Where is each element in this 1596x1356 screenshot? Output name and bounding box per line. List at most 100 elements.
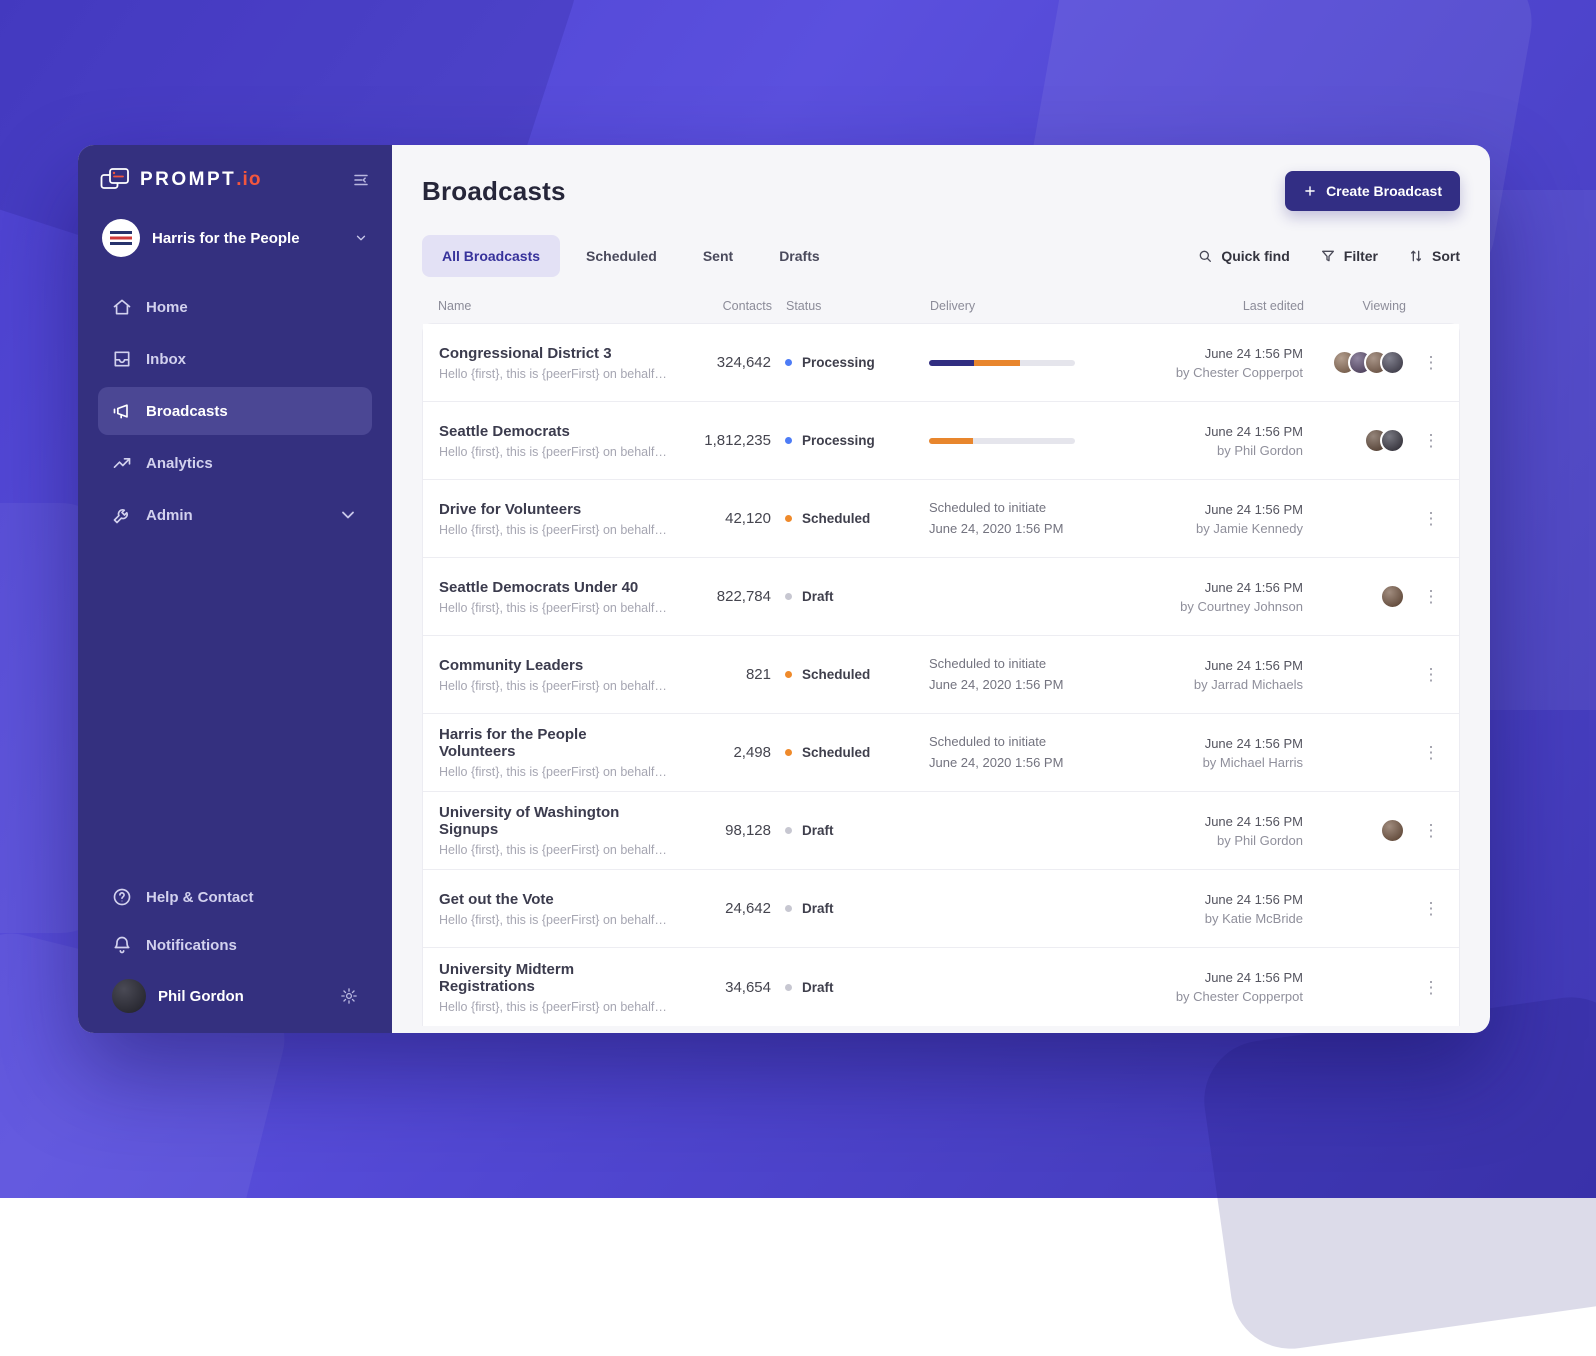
brand-suffix: .io <box>236 169 262 190</box>
bell-icon <box>112 935 132 955</box>
sidebar-item-home[interactable]: Home <box>98 283 372 331</box>
viewer-avatar <box>1380 818 1405 843</box>
progress-segment <box>929 437 973 444</box>
broadcast-rows: Congressional District 3 Hello {first}, t… <box>422 323 1460 1026</box>
sort-icon <box>1408 248 1424 264</box>
status-cell: Processing <box>785 355 915 370</box>
broadcast-row[interactable]: Congressional District 3 Hello {first}, t… <box>423 324 1459 402</box>
sidebar-collapse-icon[interactable] <box>352 171 370 189</box>
user-name: Phil Gordon <box>158 987 244 1005</box>
contacts-count: 98,128 <box>725 822 771 839</box>
filter-label: Filter <box>1343 248 1378 264</box>
row-menu-button[interactable]: ⋮ <box>1417 898 1446 919</box>
delivery-progress-bar <box>929 437 1075 444</box>
broadcast-row[interactable]: Seattle Democrats Hello {first}, this is … <box>423 402 1459 480</box>
row-actions-cell: ⋮ <box>1419 352 1443 373</box>
status-cell: Scheduled <box>785 511 915 526</box>
tab-scheduled[interactable]: Scheduled <box>566 235 677 277</box>
viewing-cell <box>1317 818 1405 843</box>
row-actions-cell: ⋮ <box>1419 742 1443 763</box>
edited-time: June 24 1:56 PM <box>1204 657 1303 673</box>
user-profile[interactable]: Phil Gordon <box>98 967 372 1015</box>
broadcast-row[interactable]: Harris for the People Volunteers Hello {f… <box>423 714 1459 792</box>
viewing-cell <box>1317 584 1405 609</box>
progress-segment <box>974 359 1020 366</box>
sort-button[interactable]: Sort <box>1408 248 1460 264</box>
wrench-icon <box>112 505 132 525</box>
sidebar-spacer <box>98 539 372 875</box>
sidebar-nav: Home Inbox Broadcasts Analytics Admin <box>98 283 372 539</box>
tab-drafts[interactable]: Drafts <box>759 235 839 277</box>
delivery-line1: Scheduled to initiate <box>929 734 1047 750</box>
prompt-logo-icon <box>100 167 130 193</box>
broadcast-name-cell[interactable]: Harris for the People Volunteers Hello {f… <box>439 726 667 779</box>
row-actions-cell: ⋮ <box>1419 820 1443 841</box>
column-header-name: Name <box>438 299 472 313</box>
broadcast-name-cell[interactable]: Community Leaders Hello {first}, this is … <box>439 657 667 693</box>
column-header-viewing: Viewing <box>1362 299 1406 313</box>
filter-button[interactable]: Filter <box>1320 248 1378 264</box>
plus-icon <box>1303 184 1317 198</box>
viewing-cell <box>1317 350 1405 375</box>
edited-time: June 24 1:56 PM <box>1204 501 1303 517</box>
create-broadcast-button[interactable]: Create Broadcast <box>1285 171 1460 211</box>
row-menu-button[interactable]: ⋮ <box>1417 820 1446 841</box>
broadcast-row[interactable]: University of Washington Signups Hello {f… <box>423 792 1459 870</box>
contacts-count: 34,654 <box>725 978 771 996</box>
broadcast-name-cell[interactable]: University of Washington Signups Hello {f… <box>439 804 667 857</box>
broadcast-row[interactable]: Drive for Volunteers Hello {first}, this … <box>423 480 1459 558</box>
broadcast-name-cell[interactable]: University Midterm Registrations Hello {f… <box>439 961 667 1014</box>
broadcast-subtitle: Hello {first}, this is {peerFirst} on be… <box>439 522 667 537</box>
contacts-count: 822,784 <box>716 588 771 605</box>
broadcast-name: University Midterm Registrations <box>439 960 575 995</box>
settings-gear-icon[interactable] <box>340 987 358 1005</box>
status-cell: Draft <box>785 901 915 916</box>
sort-label: Sort <box>1432 248 1460 264</box>
column-header-edited: Last edited <box>1242 299 1304 313</box>
row-menu-button[interactable]: ⋮ <box>1417 508 1446 529</box>
broadcast-row[interactable]: Seattle Democrats Under 40 Hello {first},… <box>423 558 1459 636</box>
user-avatar <box>112 979 146 1013</box>
row-menu-button[interactable]: ⋮ <box>1417 664 1446 685</box>
row-menu-button[interactable]: ⋮ <box>1417 586 1446 607</box>
delivery-cell <box>929 359 1119 366</box>
sidebar-item-notifications[interactable]: Notifications <box>98 923 372 967</box>
sidebar-item-admin[interactable]: Admin <box>98 491 372 539</box>
viewer-avatar <box>1380 350 1405 375</box>
page-title: Broadcasts <box>422 175 566 206</box>
last-edited-cell: June 24 1:56 PM by Phil Gordon <box>1133 424 1303 458</box>
broadcast-name-cell[interactable]: Seattle Democrats Hello {first}, this is … <box>439 423 667 459</box>
column-header-contacts: Contacts <box>722 299 772 313</box>
broadcast-name-cell[interactable]: Seattle Democrats Under 40 Hello {first},… <box>439 579 667 615</box>
status-cell: Draft <box>785 823 915 838</box>
search-icon <box>1197 248 1213 264</box>
account-avatar-logo <box>110 231 132 245</box>
sidebar-item-inbox[interactable]: Inbox <box>98 335 372 383</box>
quick-find-button[interactable]: Quick find <box>1197 248 1290 264</box>
delivery-line1: Scheduled to initiate <box>929 500 1047 516</box>
row-menu-button[interactable]: ⋮ <box>1417 430 1446 451</box>
last-edited-cell: June 24 1:56 PM by Katie McBride <box>1133 892 1303 926</box>
status-cell: Scheduled <box>785 745 915 760</box>
broadcast-row[interactable]: University Midterm Registrations Hello {f… <box>423 948 1459 1026</box>
broadcast-row[interactable]: Get out the Vote Hello {first}, this is {… <box>423 870 1459 948</box>
sidebar-item-analytics[interactable]: Analytics <box>98 439 372 487</box>
row-menu-button[interactable]: ⋮ <box>1417 352 1446 373</box>
analytics-icon <box>112 453 132 473</box>
sidebar-item-broadcasts[interactable]: Broadcasts <box>98 387 372 435</box>
edited-time: June 24 1:56 PM <box>1204 735 1303 751</box>
background-decoration <box>1196 989 1596 1356</box>
broadcast-subtitle: Hello {first}, this is {peerFirst} on be… <box>439 600 667 615</box>
row-menu-button[interactable]: ⋮ <box>1417 977 1446 998</box>
account-switcher[interactable]: Harris for the People <box>98 219 372 257</box>
sidebar-item-help-contact[interactable]: Help & Contact <box>98 875 372 919</box>
broadcast-name-cell[interactable]: Congressional District 3 Hello {first}, t… <box>439 345 667 381</box>
row-menu-button[interactable]: ⋮ <box>1417 742 1446 763</box>
broadcast-name-cell[interactable]: Get out the Vote Hello {first}, this is {… <box>439 891 667 927</box>
status-dot <box>785 515 792 522</box>
broadcast-row[interactable]: Community Leaders Hello {first}, this is … <box>423 636 1459 714</box>
quick-find-label: Quick find <box>1221 248 1290 264</box>
tab-sent[interactable]: Sent <box>683 235 753 277</box>
tab-all-broadcasts[interactable]: All Broadcasts <box>422 235 561 277</box>
broadcast-name-cell[interactable]: Drive for Volunteers Hello {first}, this … <box>439 501 667 537</box>
